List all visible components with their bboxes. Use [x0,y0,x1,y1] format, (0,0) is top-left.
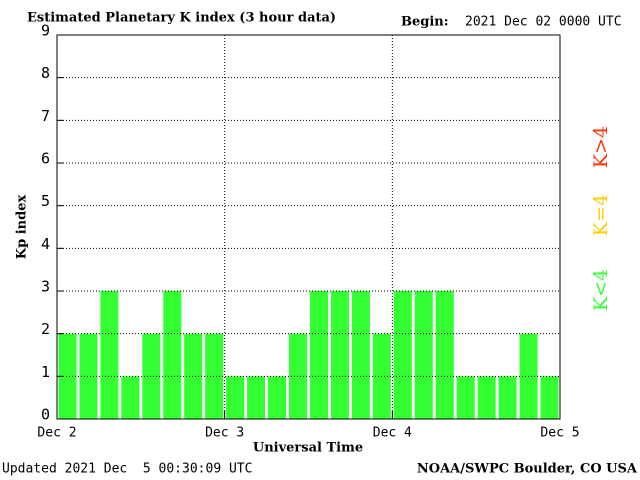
bar [498,376,517,419]
chart-title: Estimated Planetary K index (3 hour data… [27,11,336,26]
bar [142,333,161,419]
legend-entry: K=4 [590,194,612,236]
y-axis-label: Kp index [15,195,30,260]
bar [456,376,475,419]
bar [309,291,328,419]
legend-entry: K<4 [590,269,612,311]
y-tick-label: 6 [41,150,50,168]
bar [289,333,308,419]
y-tick-label: 4 [41,235,50,253]
bar [393,291,412,419]
y-tick-label: 1 [41,363,50,381]
begin-label: Begin: [401,15,449,30]
x-tick-label: Dec 4 [373,426,412,441]
bar [226,376,245,419]
x-tick-label: Dec 5 [540,426,579,441]
x-axis-label: Universal Time [253,441,363,456]
x-tick-label: Dec 2 [37,426,76,441]
bar [414,291,433,419]
bar [435,291,454,419]
bar [268,376,287,419]
bar [100,291,119,419]
y-tick-label: 2 [41,320,50,338]
y-tick-label: 5 [41,192,50,210]
bar [58,333,77,419]
bar [163,291,182,419]
bar [477,376,496,419]
y-tick-label: 0 [41,406,50,424]
bar [205,333,224,419]
plot-frame [56,34,561,420]
bar [540,376,559,419]
begin-value: 2021 Dec 02 0000 UTC [465,15,622,30]
source: NOAA/SWPC Boulder, CO USA [417,462,638,477]
updated: Updated 2021 Dec 5 00:30:09 UTC [2,462,252,477]
bar [184,333,203,419]
bar [351,291,370,419]
bar [79,333,98,419]
bar [247,376,266,419]
bar [330,291,349,419]
y-tick-label: 7 [41,107,50,125]
legend-entry: K>4 [590,126,612,168]
y-tick-label: 9 [41,22,50,40]
bar [121,376,140,419]
y-tick-label: 8 [41,64,50,82]
x-tick-label: Dec 3 [205,426,244,441]
y-tick-label: 3 [41,278,50,296]
